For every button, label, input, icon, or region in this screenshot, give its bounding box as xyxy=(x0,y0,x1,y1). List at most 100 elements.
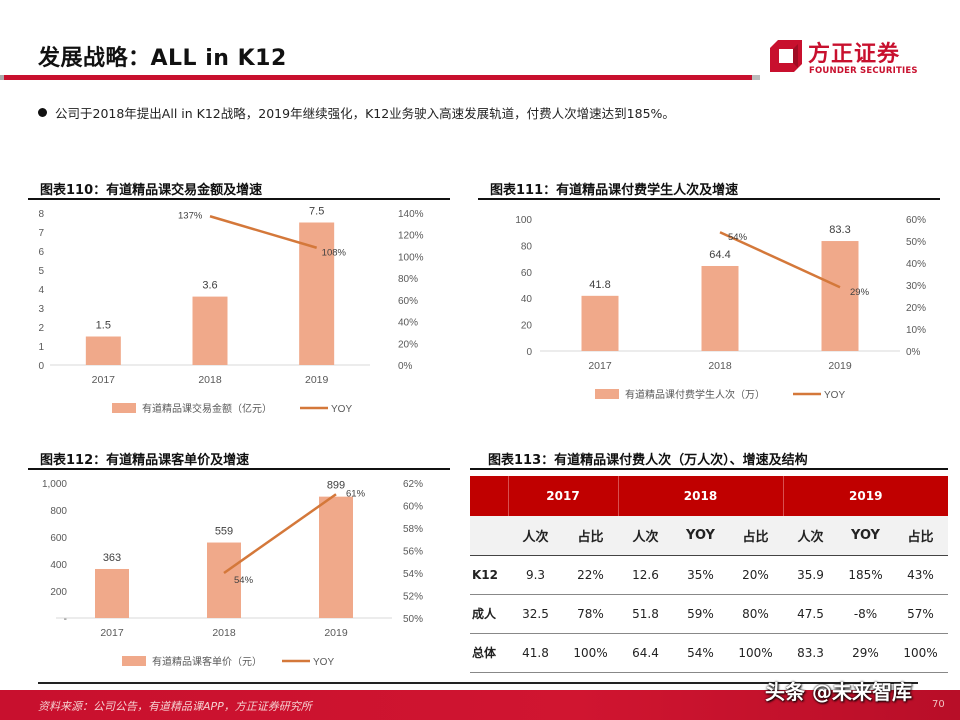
table-cell: 29% xyxy=(838,633,893,673)
legend-bar-label: 有道精品课交易金额（亿元） xyxy=(142,402,272,415)
y-right-tick: 58% xyxy=(403,524,423,535)
fig111-title: 图表111：有道精品课付费学生人次及增速 xyxy=(490,183,739,198)
y-right-tick: 120% xyxy=(398,231,424,242)
title-divider xyxy=(0,75,752,80)
table-cell: 20% xyxy=(728,555,783,595)
table-cell: 100% xyxy=(563,633,618,673)
y-right-tick: 40% xyxy=(398,318,418,329)
legend-line-label: YOY xyxy=(824,390,845,401)
footer-source: 资料来源：公司公告，有道精品课APP，方正证券研究所 xyxy=(38,700,312,713)
fig112-title: 图表112：有道精品课客单价及增速 xyxy=(40,453,250,468)
x-tick: 2017 xyxy=(92,374,116,386)
y-right-tick: 80% xyxy=(398,274,418,285)
yoy-label: 54% xyxy=(728,232,748,243)
row-label: 成人 xyxy=(470,594,508,634)
row-label: K12 xyxy=(470,555,508,595)
y-right-tick: 50% xyxy=(403,614,423,625)
y-right-tick: 0% xyxy=(906,347,921,358)
bar-label: 363 xyxy=(103,552,121,564)
table-cell: 54% xyxy=(673,633,728,673)
bar-label: 559 xyxy=(215,526,233,538)
legend-bar-swatch xyxy=(595,389,619,399)
title-divider-end xyxy=(752,75,760,80)
fig112-chart: - 200 400 600 800 1,000 50% 52% 54% 56% 58% 60% 62% 3… xyxy=(42,479,423,668)
column-header: 人次 xyxy=(618,516,673,556)
x-tick: 2017 xyxy=(100,627,124,639)
table-cell: 9.3 xyxy=(508,555,563,595)
fig110-rule xyxy=(28,198,450,200)
legend-bar-label: 有道精品课客单价（元） xyxy=(152,655,262,668)
bullet-dot-icon xyxy=(38,108,47,117)
y-right-tick: 10% xyxy=(906,325,926,336)
table-cell: -8% xyxy=(838,594,893,634)
fig110-title: 图表110：有道精品课交易金额及增速 xyxy=(40,183,263,198)
table-year-header: 2017 2018 2019 xyxy=(470,476,948,516)
bar-label: 899 xyxy=(327,480,345,492)
column-header: 人次 xyxy=(783,516,838,556)
column-header: YOY xyxy=(838,516,893,556)
y-right-tick: 50% xyxy=(906,237,926,248)
y-left-tick: 1 xyxy=(38,342,44,353)
column-header: 占比 xyxy=(563,516,618,556)
summary-text: 公司于2018年提出All in K12战略，2019年继续强化，K12业务驶入… xyxy=(55,106,675,121)
y-left-tick: 0 xyxy=(38,361,44,372)
y-right-tick: 0% xyxy=(398,361,413,372)
legend-line-label: YOY xyxy=(331,404,352,415)
y-left-tick: 8 xyxy=(38,209,44,220)
footer-bar xyxy=(0,690,960,720)
bar xyxy=(192,296,228,365)
bar xyxy=(207,542,241,618)
bar-label: 1.5 xyxy=(96,320,111,332)
logo-english-name: FOUNDER SECURITIES xyxy=(809,66,918,76)
table-cell: 59% xyxy=(673,594,728,634)
table-cell: 32.5 xyxy=(508,594,563,634)
y-right-tick: 140% xyxy=(398,209,424,220)
fig113-title: 图表113：有道精品课付费人次（万人次）、增速及结构 xyxy=(488,453,808,468)
table-cell: 51.8 xyxy=(618,594,673,634)
y-right-tick: 60% xyxy=(403,502,423,513)
year-header-2018: 2018 xyxy=(618,476,784,516)
bar xyxy=(581,295,619,351)
bar xyxy=(701,265,739,351)
x-tick: 2018 xyxy=(212,627,236,639)
bar-label: 64.4 xyxy=(709,249,730,261)
y-left-tick: 800 xyxy=(50,506,67,517)
table-cell: 83.3 xyxy=(783,633,838,673)
table-cell: 12.6 xyxy=(618,555,673,595)
fig111-chart: 0 20 40 60 80 100 0% 10% 20% 30% 40% 50% 60% 41.8 2017… xyxy=(515,215,926,401)
table-cell: 57% xyxy=(893,594,948,634)
table-cell: 35% xyxy=(673,555,728,595)
column-header: 占比 xyxy=(893,516,948,556)
y-right-tick: 20% xyxy=(906,303,926,314)
y-left-tick: 7 xyxy=(38,228,44,239)
watermark: 头条 @未来智库 xyxy=(765,680,912,704)
bar xyxy=(85,336,121,365)
x-tick: 2017 xyxy=(588,360,612,372)
column-header: 人次 xyxy=(508,516,563,556)
fig110-chart: 0123456780%20%40%60%80%100%120%140%1.520… xyxy=(38,206,424,416)
bar-label: 3.6 xyxy=(202,280,217,292)
table-corner-cell xyxy=(470,476,509,516)
y-left-tick: 100 xyxy=(515,215,532,226)
yoy-label: 137% xyxy=(178,210,203,221)
y-left-tick: 1,000 xyxy=(42,479,67,490)
yoy-label: 108% xyxy=(322,248,347,259)
column-header: 占比 xyxy=(728,516,783,556)
y-left-tick: 20 xyxy=(521,321,533,332)
fig111-rule xyxy=(478,198,940,200)
x-tick: 2018 xyxy=(708,360,732,372)
table-cell: 185% xyxy=(838,555,893,595)
table-column-header: 人次 占比 人次 YOY 占比 人次 YOY 占比 xyxy=(470,516,948,556)
summary-bullet: 公司于2018年提出All in K12战略，2019年继续强化，K12业务驶入… xyxy=(38,103,675,122)
x-tick: 2019 xyxy=(828,360,852,372)
x-tick: 2019 xyxy=(324,627,348,639)
year-header-2019: 2019 xyxy=(783,476,948,516)
table-cell: 22% xyxy=(563,555,618,595)
yoy-line xyxy=(209,215,318,249)
x-tick: 2018 xyxy=(198,374,222,386)
y-right-tick: 54% xyxy=(403,569,423,580)
y-left-tick: 600 xyxy=(50,533,67,544)
y-left-tick: - xyxy=(64,614,67,625)
y-right-tick: 62% xyxy=(403,479,423,490)
y-left-tick: 0 xyxy=(526,347,532,358)
